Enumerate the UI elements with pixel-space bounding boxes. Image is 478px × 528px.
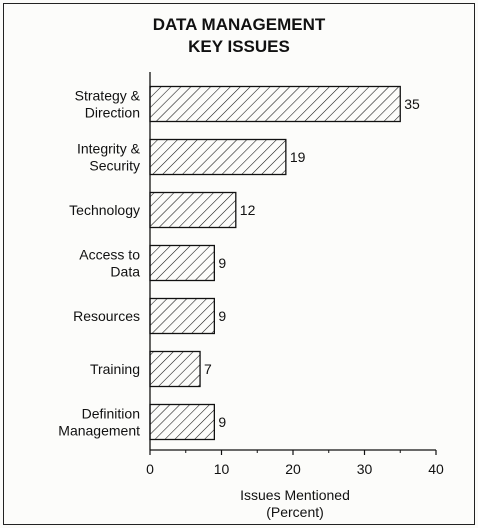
category-label-2-0: Technology — [69, 202, 140, 218]
x-axis-label-line-2: (Percent) — [266, 504, 324, 520]
category-label-3-1: Data — [110, 264, 140, 280]
category-label-0-0: Strategy & — [75, 88, 141, 104]
bar-value-label-4: 9 — [218, 308, 226, 324]
bar-value-label-3: 9 — [218, 255, 226, 271]
bar-3 — [149, 244, 215, 282]
x-ticks-group: 0 10 20 30 40 — [146, 450, 444, 477]
bar-value-label-6: 9 — [218, 414, 226, 430]
bar-value-label-0: 35 — [404, 96, 420, 112]
x-tick-label-3: 30 — [357, 461, 373, 477]
bar-2 — [149, 191, 237, 229]
bar-value-label-2: 12 — [240, 202, 256, 218]
x-tick-label-1: 10 — [214, 461, 230, 477]
bar-5 — [149, 350, 201, 388]
chart-title-line-2: KEY ISSUES — [188, 37, 290, 56]
category-label-5-0: Training — [90, 361, 140, 377]
x-tick-label-0: 0 — [146, 461, 154, 477]
category-label-6-1: Management — [58, 423, 140, 439]
bar-value-label-1: 19 — [290, 149, 306, 165]
x-tick-label-2: 20 — [285, 461, 301, 477]
category-label-1-1: Security — [89, 158, 140, 174]
bar-value-label-5: 7 — [204, 361, 212, 377]
category-label-6-0: Definition — [82, 406, 140, 422]
bars-group: 35 19 12 9 9 7 9 — [149, 85, 420, 441]
bar-0 — [149, 85, 401, 123]
category-label-4-0: Resources — [73, 308, 140, 324]
chart-title-line-1: DATA MANAGEMENT — [152, 15, 326, 34]
category-label-0-1: Direction — [85, 105, 140, 121]
category-label-1-0: Integrity & — [77, 141, 141, 157]
category-label-3-0: Access to — [79, 247, 140, 263]
bar-6 — [149, 403, 215, 441]
x-axis-label-line-1: Issues Mentioned — [240, 487, 350, 503]
bar-1 — [149, 138, 287, 176]
bar-4 — [149, 297, 215, 335]
category-labels-group: Strategy &Direction Integrity &Security Te… — [58, 88, 140, 439]
x-tick-label-4: 40 — [428, 461, 444, 477]
